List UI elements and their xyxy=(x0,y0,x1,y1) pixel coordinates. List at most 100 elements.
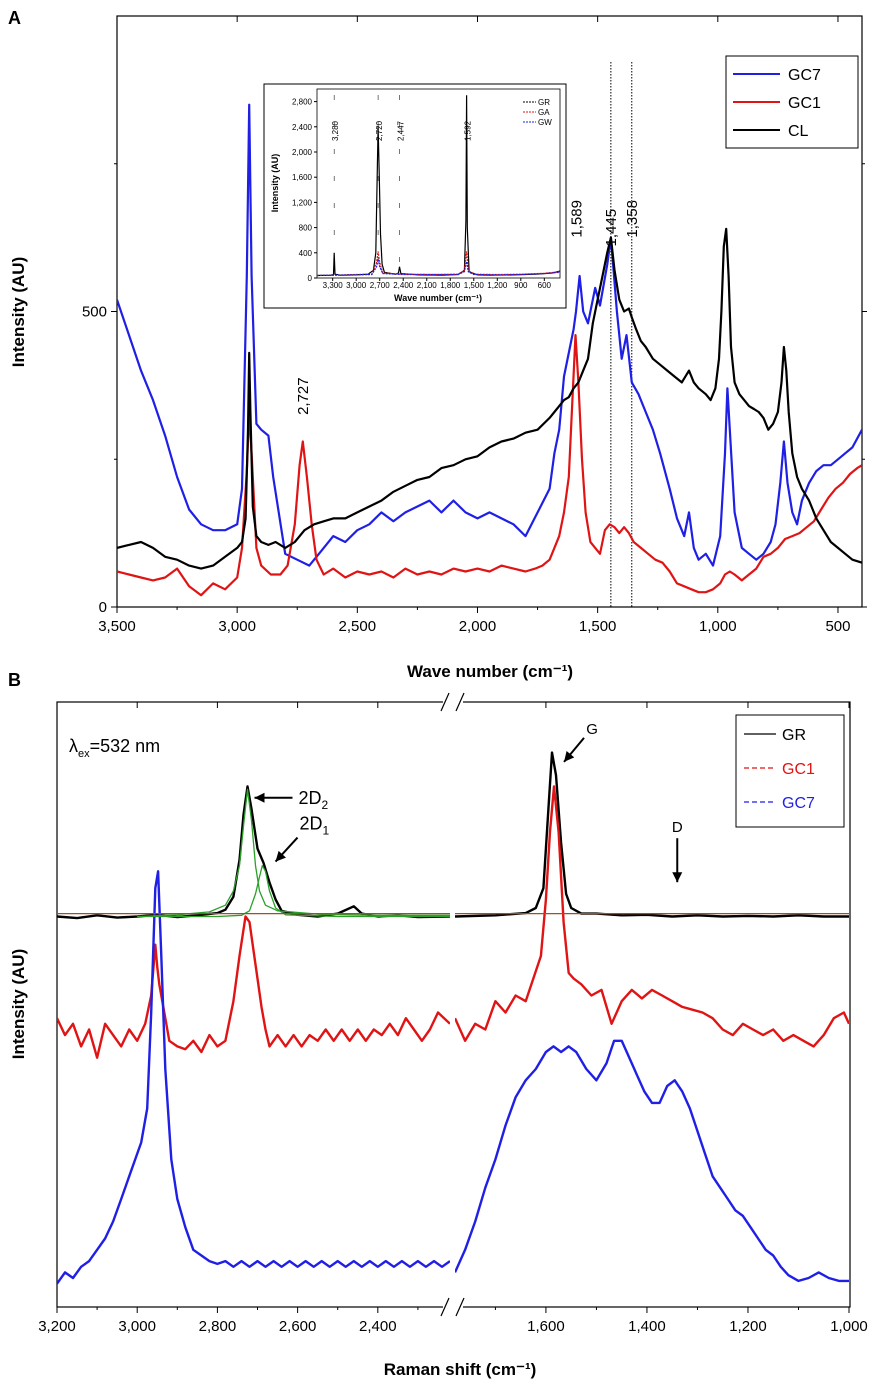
panel-a-reference-lines xyxy=(610,62,633,607)
panel-b-chart: 3,200 3,000 2,800 2,600 2,400 1,600 1,400 1,200… xyxy=(9,692,868,1379)
x-tick-label: 2,400 xyxy=(359,1318,397,1335)
x-tick-label: 3,000 xyxy=(118,1318,156,1335)
annotation-2d1-sub: 1 xyxy=(323,824,330,838)
excitation-wavelength-label: λex=532 nm xyxy=(69,736,160,760)
peak-label: 2,727 xyxy=(295,377,312,415)
panel-a-x-axis-title: Wave number (cm⁻¹) xyxy=(407,662,573,681)
inset-y-tick-label: 400 xyxy=(299,249,313,258)
legend-label: GR xyxy=(782,727,806,744)
series-line-2d1-fit xyxy=(137,864,450,918)
inset-peak-label: 2,720 xyxy=(375,120,384,141)
inset-y-tick-label: 2,800 xyxy=(292,98,313,107)
panel-b-frame xyxy=(56,701,851,1308)
inset-x-tick-label: 1,800 xyxy=(440,281,461,290)
lambda-symbol: λ xyxy=(69,736,78,756)
x-tick-label: 2,600 xyxy=(279,1318,317,1335)
panel-b-break-mark xyxy=(455,692,465,712)
series-line-gc1 xyxy=(117,334,862,597)
legend-label: GC7 xyxy=(788,67,821,84)
legend-label: GC1 xyxy=(788,95,821,112)
inset-legend-label: GW xyxy=(538,118,552,127)
inset-peak-label: 2,447 xyxy=(397,120,406,141)
annotation-2d2-main: 2D xyxy=(298,788,321,808)
panel-a-inset: 3,300 3,000 2,700 2,400 2,100 1,800 1,500 1,200… xyxy=(263,83,567,309)
inset-x-tick-label: 3,000 xyxy=(346,281,367,290)
x-tick-label: 1,000 xyxy=(830,1318,868,1335)
inset-plot-frame xyxy=(316,88,561,279)
x-tick-label: 2,000 xyxy=(459,618,497,635)
inset-y-ticks: 0 400 800 1,200 1,600 2,000 2,400 2,800 xyxy=(292,98,317,283)
series-line-gc7 xyxy=(455,1039,849,1283)
panel-b-break-mark xyxy=(440,1297,450,1317)
annotation-arrow-g-head xyxy=(564,751,575,762)
annotation-arrow-2d2-head xyxy=(254,792,265,803)
inset-y-axis-title: Intensity (AU) xyxy=(270,154,280,213)
series-line-gc7 xyxy=(117,103,862,567)
inset-x-tick-label: 2,700 xyxy=(370,281,391,290)
inset-outer-box xyxy=(263,83,567,309)
legend-label: GC1 xyxy=(782,761,815,778)
inset-x-tick-label: 2,100 xyxy=(417,281,438,290)
panel-a-y-ticks: 0 500 xyxy=(82,163,867,616)
legend-label: GC7 xyxy=(782,795,815,812)
annotation-2d2-label: 2D2 xyxy=(298,788,328,812)
annotation-2d2-sub: 2 xyxy=(322,798,329,812)
inset-y-tick-label: 0 xyxy=(308,274,313,283)
panel-a-y-axis-title: Intensity (AU) xyxy=(9,257,28,368)
inset-x-tick-label: 1,200 xyxy=(487,281,508,290)
x-tick-label: 1,000 xyxy=(699,618,737,635)
inset-y-tick-label: 1,600 xyxy=(292,173,313,182)
inset-peak-label: 1,592 xyxy=(464,120,473,141)
peak-label: 1,589 xyxy=(568,200,585,238)
inset-x-tick-label: 2,400 xyxy=(393,281,414,290)
inset-x-ticks: 3,300 3,000 2,700 2,400 2,100 1,800 1,500 1,200… xyxy=(323,278,552,290)
x-tick-label: 1,500 xyxy=(579,618,617,635)
x-tick-label: 3,500 xyxy=(98,618,136,635)
panel-b-series xyxy=(57,751,849,1285)
y-tick-label: 0 xyxy=(99,599,107,616)
inset-x-tick-label: 1,500 xyxy=(464,281,485,290)
x-tick-label: 1,200 xyxy=(729,1318,767,1335)
x-tick-label: 1,600 xyxy=(527,1318,565,1335)
panel-b-x-ticks: 3,200 3,000 2,800 2,600 2,400 1,600 1,400 1,200… xyxy=(38,702,868,1335)
series-line-2d2-fit xyxy=(137,788,450,918)
x-tick-label: 1,400 xyxy=(628,1318,666,1335)
annotation-arrow-2d1-head xyxy=(275,850,286,862)
annotation-2d1-label: 2D1 xyxy=(300,814,330,838)
x-tick-label: 2,800 xyxy=(199,1318,237,1335)
inset-peak-label: 3,280 xyxy=(331,120,340,141)
x-tick-label: 3,000 xyxy=(218,618,256,635)
peak-label: 1,358 xyxy=(624,200,641,238)
lambda-value: =532 nm xyxy=(90,736,161,756)
inset-legend-label: GA xyxy=(538,108,550,117)
inset-x-tick-label: 900 xyxy=(514,281,528,290)
panel-a-annotations: 2,727 1,589 1,445 1,358 xyxy=(295,200,641,415)
panel-a-series xyxy=(117,103,862,597)
panel-b-break-mark xyxy=(455,1297,465,1317)
inset-y-tick-label: 800 xyxy=(299,224,313,233)
series-line-gc1 xyxy=(455,785,849,1048)
panel-a-label: A xyxy=(8,8,21,28)
peak-label: 1,445 xyxy=(603,209,620,247)
panel-b-break-mark xyxy=(440,692,450,712)
inset-y-tick-label: 1,200 xyxy=(292,198,313,207)
series-line-cl xyxy=(117,227,862,570)
annotation-g-label: G xyxy=(586,721,598,738)
inset-y-tick-label: 2,000 xyxy=(292,148,313,157)
inset-x-tick-label: 600 xyxy=(538,281,552,290)
annotation-arrow-d-head xyxy=(672,872,683,883)
inset-x-axis-title: Wave number (cm⁻¹) xyxy=(394,293,482,303)
annotation-2d1-main: 2D xyxy=(300,814,323,834)
x-tick-label: 3,200 xyxy=(38,1318,76,1335)
panel-a-x-ticks: 3,500 3,000 2,500 2,000 1,500 1,000 500 xyxy=(98,16,850,635)
inset-peak-labels: 3,280 2,720 2,447 1,592 xyxy=(331,95,473,278)
panel-b-legend: GR GC1 GC7 xyxy=(735,714,845,828)
inset-series xyxy=(317,95,560,277)
annotation-d-label: D xyxy=(672,819,683,836)
series-line-gc7 xyxy=(57,870,450,1285)
panel-a-chart: 3,500 3,000 2,500 2,000 1,500 1,000 500 0 500 2… xyxy=(9,15,867,681)
panel-a-legend: GC7 GC1 CL xyxy=(725,55,859,149)
